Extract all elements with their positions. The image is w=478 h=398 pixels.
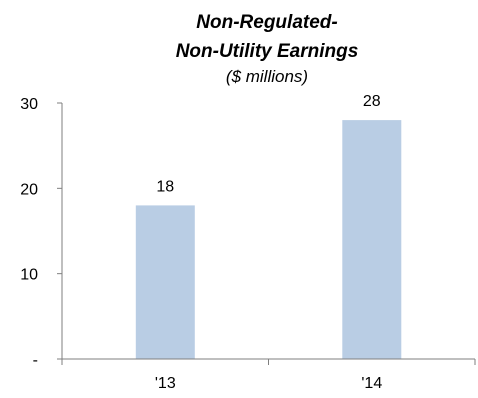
chart-title: Non-Regulated- Non-Utility Earnings ($ m… [176,12,359,86]
data-label-1: 28 [363,93,381,110]
y-tick-label-3: 30 [20,96,38,113]
y-tick-label-2: 20 [20,181,38,198]
y-tick-label-1: 10 [20,267,38,284]
x-tick-label-0: '13 [155,375,176,392]
bar-1 [342,120,402,359]
x-tick-label-1: '14 [361,375,382,392]
chart-title-line-1: Non-Regulated- [196,12,337,33]
chart-subtitle: ($ millions) [226,67,308,86]
chart-title-line-2: Non-Utility Earnings [176,41,359,62]
y-tick-label-0: - [33,352,38,369]
data-label-0: 18 [156,178,174,195]
plot-area: - 10 20 30 '13 '14 18 28 [20,93,476,392]
bar-0 [135,205,195,359]
